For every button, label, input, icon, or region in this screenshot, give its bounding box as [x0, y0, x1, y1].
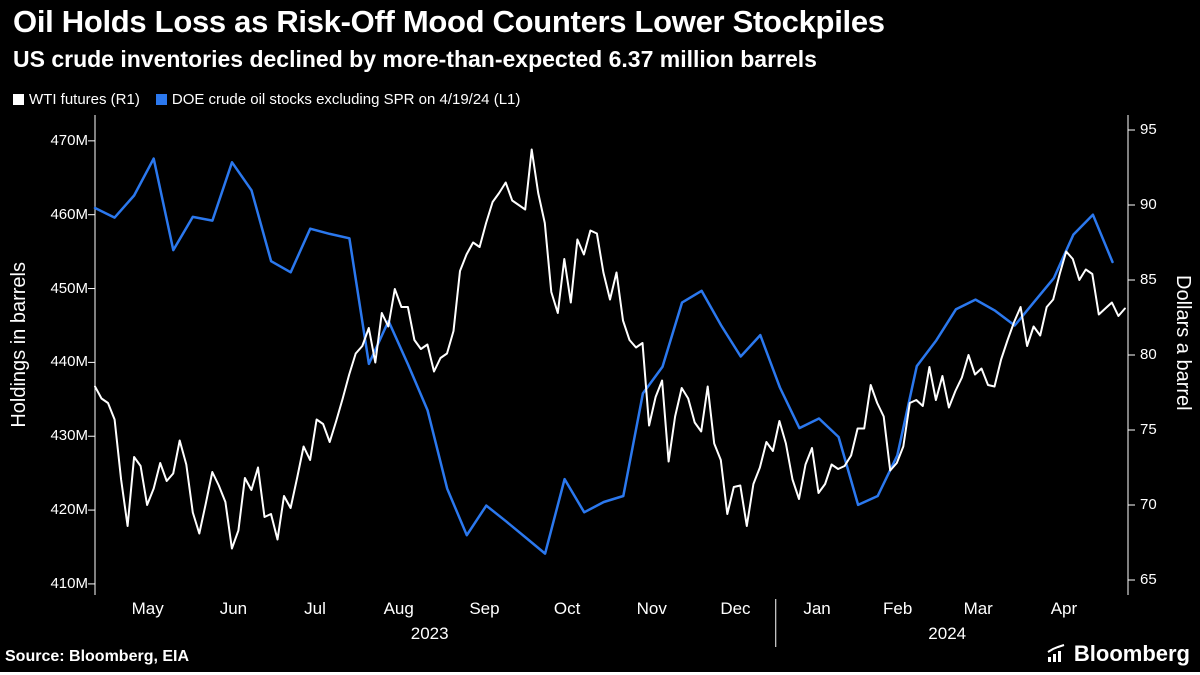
- x-axis-year-label: 2023: [410, 624, 449, 643]
- wti-legend-swatch: [13, 94, 24, 105]
- right-axis-tick-label: 75: [1140, 421, 1157, 438]
- left-axis-tick-label: 460M: [50, 205, 88, 223]
- x-axis-month-label: May: [131, 599, 164, 618]
- x-axis-month-label: Nov: [636, 599, 667, 618]
- right-axis-tick-label: 65: [1140, 571, 1157, 588]
- left-axis-tick-label: 410M: [50, 574, 88, 592]
- legend-item-wti-futures: WTI futures (R1): [13, 91, 140, 108]
- right-axis-tick-label: 85: [1140, 271, 1157, 288]
- doe-legend-label: DOE crude oil stocks excluding SPR on 4/…: [171, 91, 521, 108]
- x-axis-month-label: Mar: [963, 599, 993, 618]
- x-axis-month-label: Jul: [304, 599, 326, 618]
- chart-title: Oil Holds Loss as Risk-Off Mood Counters…: [13, 4, 885, 39]
- left-axis-tick-label: 450M: [50, 279, 88, 297]
- x-axis-month-label: Sep: [469, 599, 500, 618]
- right-axis-tick-label: 90: [1140, 196, 1157, 213]
- left-axis-tick-label: 430M: [50, 427, 88, 445]
- right-axis-tick-label: 95: [1140, 121, 1157, 138]
- x-axis-month-label: Jan: [803, 599, 831, 618]
- left-axis-tick-label: 440M: [50, 353, 88, 371]
- source-attribution: Source: Bloomberg, EIA: [5, 648, 190, 665]
- chart-legend: WTI futures (R1) DOE crude oil stocks ex…: [13, 91, 520, 108]
- bloomberg-logo-text: Bloomberg: [1073, 641, 1190, 666]
- x-axis-month-label: Dec: [720, 599, 751, 618]
- bottom-divider: [0, 672, 1200, 675]
- x-axis-month-label: Aug: [383, 599, 414, 618]
- bloomberg-logo: Bloomberg: [1045, 641, 1190, 667]
- bloomberg-logo-icon: [1047, 644, 1065, 662]
- left-axis-tick-label: 420M: [50, 501, 88, 519]
- x-axis-month-label: Jun: [219, 599, 248, 618]
- x-axis-month-label: Feb: [882, 599, 913, 618]
- doe-legend-swatch: [155, 94, 167, 105]
- chart-subtitle: US crude inventories declined by more-th…: [13, 46, 817, 72]
- legend-item-doe-stocks: DOE crude oil stocks excluding SPR on 4/…: [155, 91, 521, 108]
- wti-legend-label: WTI futures (R1): [29, 91, 140, 108]
- x-axis-month-label: Oct: [553, 599, 581, 618]
- right-axis-tick-label: 80: [1140, 346, 1157, 363]
- x-axis-month-label: Apr: [1050, 599, 1078, 618]
- left-axis-tick-label: 470M: [50, 131, 88, 149]
- right-axis-tick-label: 70: [1140, 496, 1157, 513]
- right-axis-title: Dollars a barrel: [1172, 275, 1194, 411]
- x-axis-year-label: 2024: [928, 624, 967, 643]
